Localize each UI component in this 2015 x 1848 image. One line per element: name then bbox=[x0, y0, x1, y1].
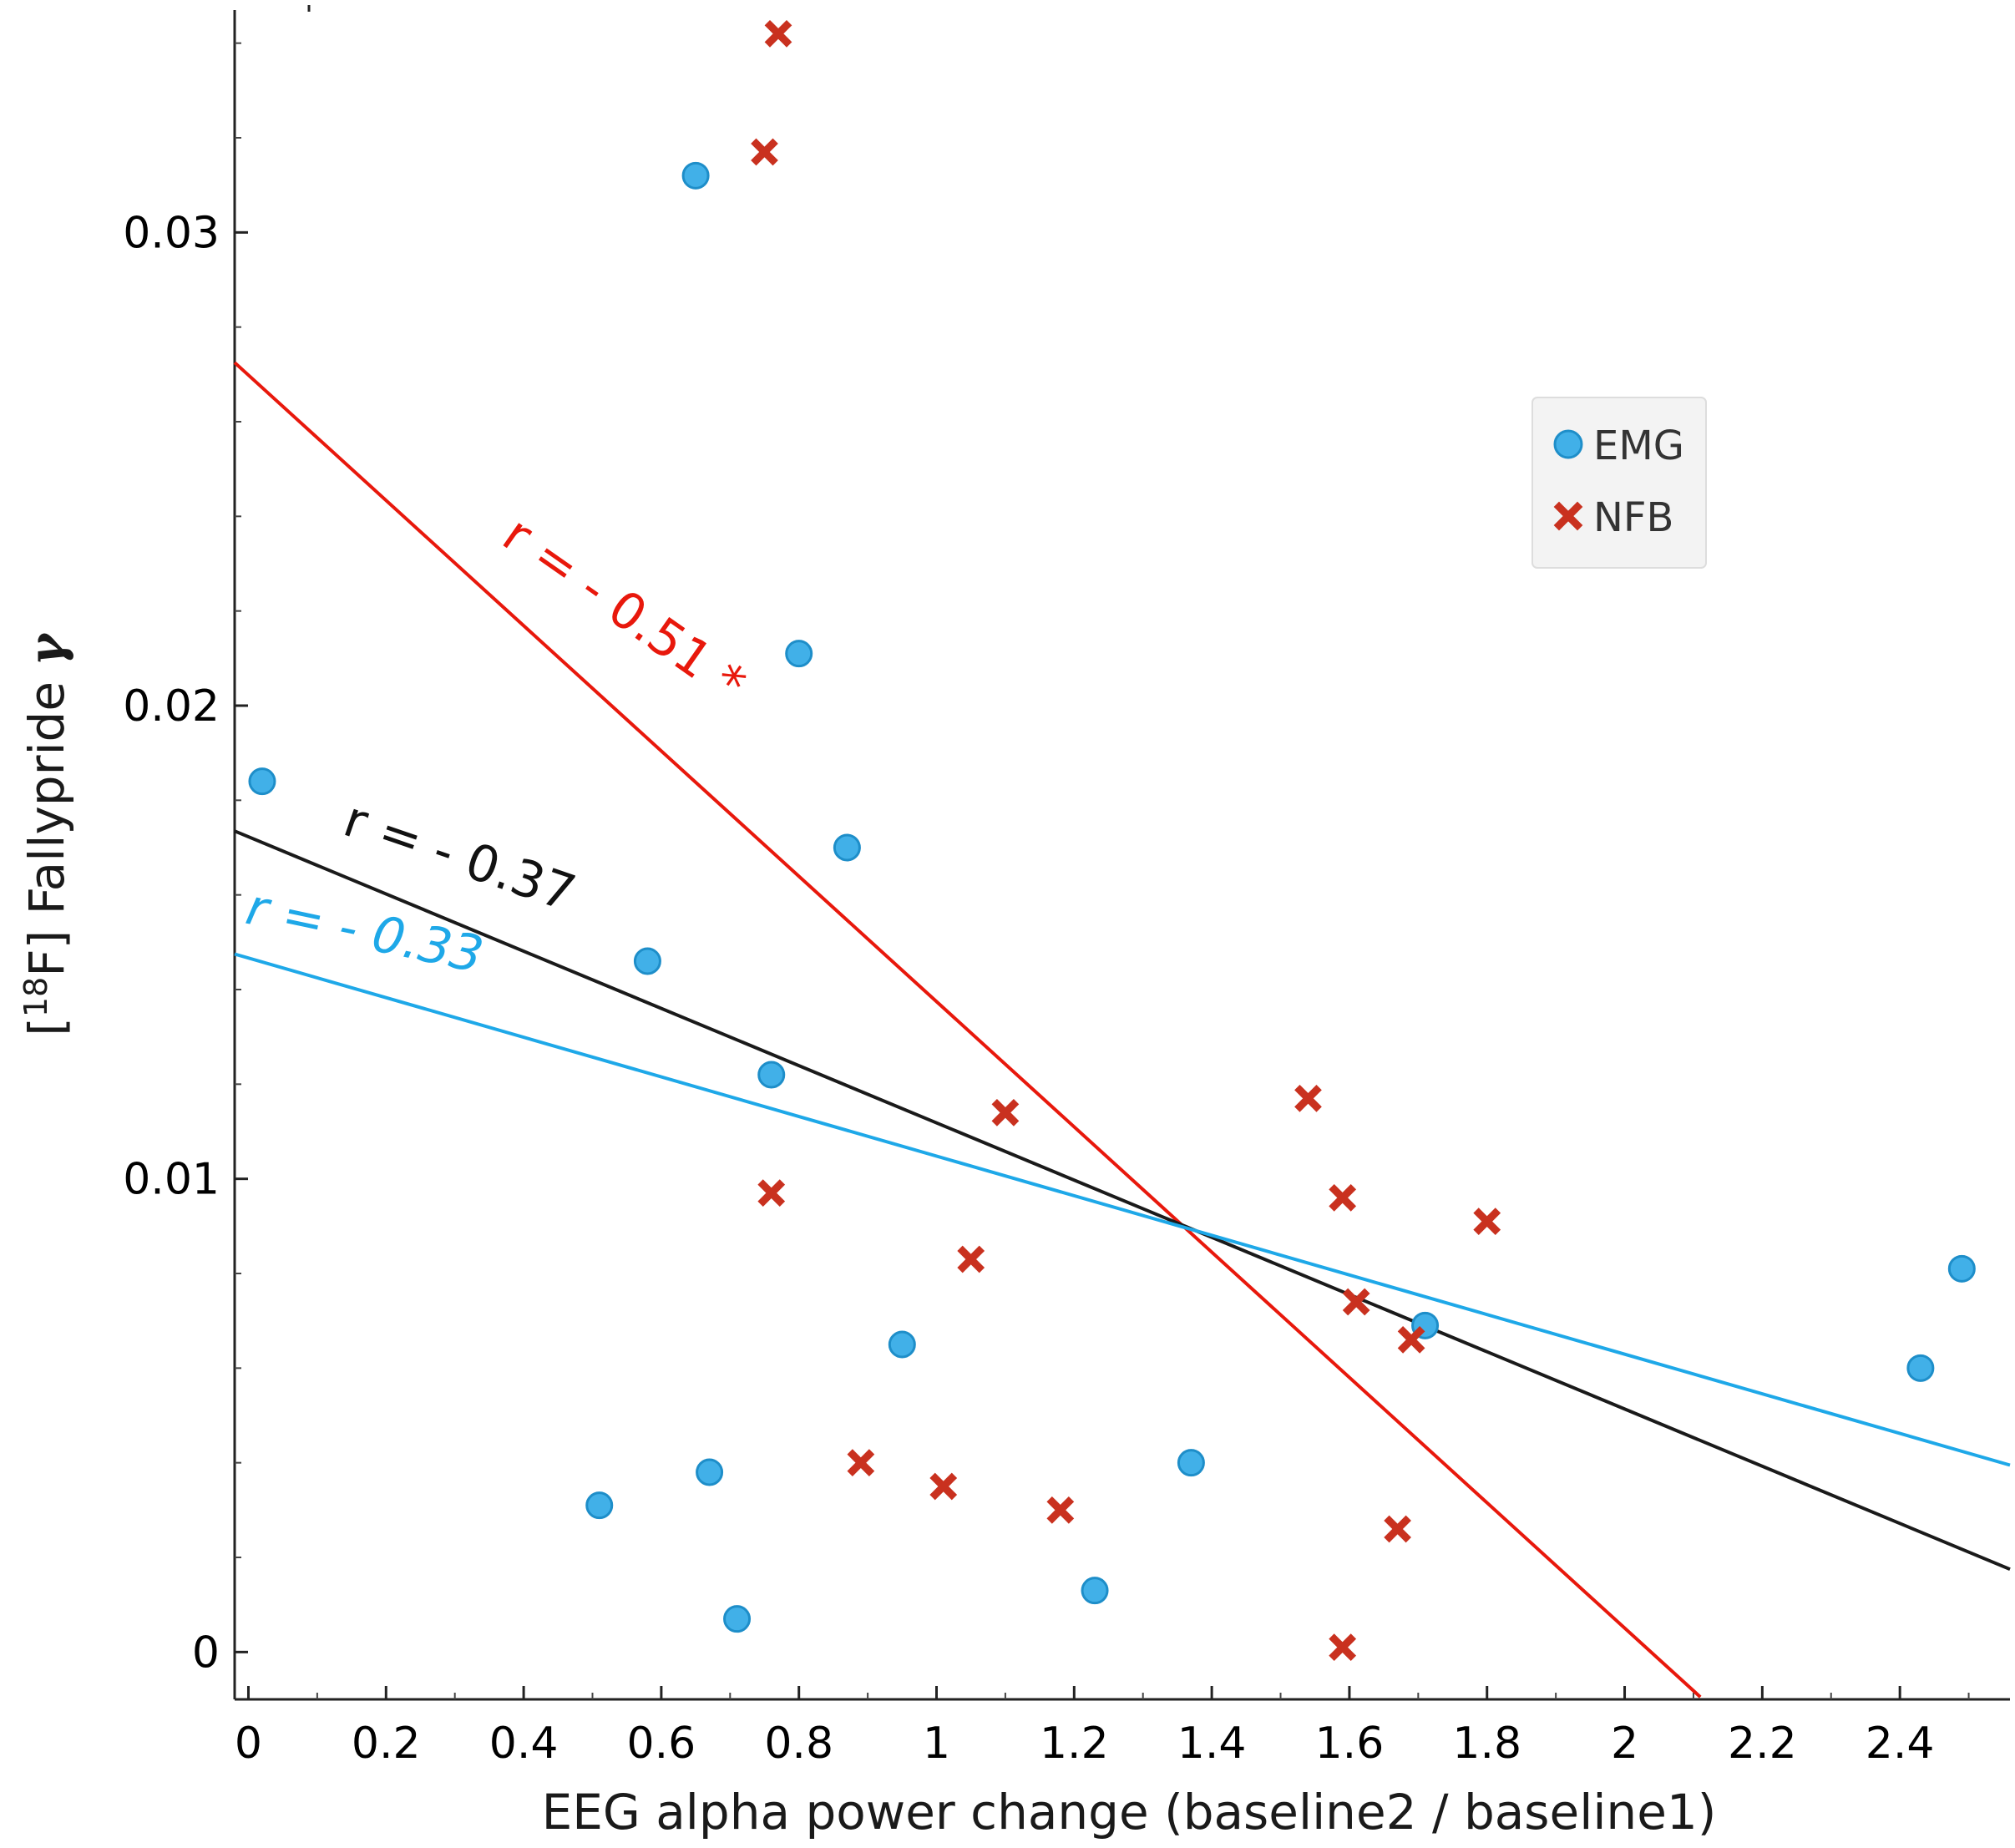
emg-data-point bbox=[785, 640, 813, 668]
emg-data-point bbox=[248, 767, 276, 796]
emg-fit-regression-line bbox=[234, 952, 2011, 1467]
y-tick-label: 0.01 bbox=[123, 1155, 220, 1205]
y-axis-tick-labels: 0 0.01 0.02 0.03 bbox=[123, 208, 220, 1678]
x-tick-label: 2.4 bbox=[1866, 1719, 1935, 1769]
emg-data-point bbox=[1177, 1449, 1205, 1477]
nfb-data-point bbox=[1294, 1084, 1322, 1112]
nfb-fit-regression-line bbox=[233, 361, 1702, 1699]
y-tick-label: 0 bbox=[192, 1628, 220, 1678]
x-tick-label: 1.2 bbox=[1040, 1719, 1109, 1769]
x-tick-label: 0.2 bbox=[352, 1719, 421, 1769]
x-tick-label: 1.6 bbox=[1315, 1719, 1385, 1769]
nfb-data-point bbox=[1342, 1288, 1370, 1316]
nfb-data-point bbox=[929, 1472, 958, 1501]
nfb-data-point bbox=[751, 138, 778, 166]
y-tick-label: 0.02 bbox=[123, 681, 220, 732]
nfb-data-point bbox=[1329, 1183, 1357, 1212]
y-title-bracket: [ bbox=[18, 1017, 75, 1036]
emg-data-point bbox=[696, 1458, 724, 1486]
emg-data-point bbox=[888, 1330, 916, 1359]
legend-nfb-label: NFB bbox=[1593, 494, 1673, 541]
x-axis-tick-labels: 0 0.2 0.4 0.6 0.8 1 1.2 1.4 1.6 1.8 2 2.2 2.4 bbox=[235, 1719, 1935, 1769]
nfb-data-point bbox=[847, 1449, 875, 1477]
y-title-superscript: 18 bbox=[18, 977, 54, 1017]
nfb-data-point bbox=[991, 1098, 1020, 1127]
legend-nfb-marker bbox=[1553, 501, 1583, 531]
emg-data-point bbox=[833, 833, 861, 862]
x-tick-label: 0.4 bbox=[489, 1719, 559, 1769]
legend: EMG NFB bbox=[1532, 397, 1707, 569]
nfb-data-point bbox=[1384, 1515, 1411, 1543]
emg-data-point bbox=[723, 1605, 752, 1633]
y-title-main: F] Fallypride bbox=[18, 666, 75, 977]
y-title-gamma-symbol: γ bbox=[18, 632, 75, 666]
nfb-data-point bbox=[1046, 1496, 1075, 1524]
x-tick-label: 0.8 bbox=[764, 1719, 833, 1769]
y-axis-ticks bbox=[235, 42, 248, 1653]
data-points bbox=[248, 19, 1976, 1662]
legend-emg-label: EMG bbox=[1593, 423, 1684, 469]
regression-lines bbox=[233, 361, 2011, 1699]
y-axis-title: [18F] Fallypride γ bbox=[18, 632, 75, 1036]
nfb-data-point bbox=[1473, 1208, 1501, 1236]
x-axis-ticks bbox=[246, 1686, 1970, 1699]
x-axis-title: EEG alpha power change (baseline2 / base… bbox=[542, 1784, 1717, 1840]
x-tick-label: 2 bbox=[1611, 1719, 1638, 1769]
legend-emg-marker bbox=[1553, 429, 1583, 459]
x-tick-label: 1.8 bbox=[1452, 1719, 1521, 1769]
x-tick-label: 1.4 bbox=[1177, 1719, 1247, 1769]
y-tick-label: 0.03 bbox=[123, 208, 220, 258]
nfb-data-point bbox=[757, 1179, 786, 1208]
emg-data-point bbox=[1947, 1254, 1976, 1283]
emg-data-point bbox=[585, 1491, 614, 1520]
nfb-data-point bbox=[764, 19, 792, 48]
x-tick-label: 0.6 bbox=[627, 1719, 696, 1769]
x-tick-label: 1 bbox=[923, 1719, 950, 1769]
x-tick-label: 2.2 bbox=[1728, 1719, 1797, 1769]
emg-data-point bbox=[757, 1061, 786, 1089]
x-tick-label: 0 bbox=[235, 1719, 262, 1769]
emg-data-point bbox=[1906, 1354, 1935, 1382]
nfb-data-point bbox=[1397, 1325, 1425, 1354]
all-fit-regression-line bbox=[234, 829, 2011, 1572]
emg-data-point bbox=[633, 947, 661, 975]
emg-data-point bbox=[1081, 1577, 1109, 1605]
nfb-data-point bbox=[1329, 1633, 1357, 1662]
emg-data-point bbox=[681, 161, 710, 190]
nfb-data-point bbox=[957, 1245, 985, 1273]
